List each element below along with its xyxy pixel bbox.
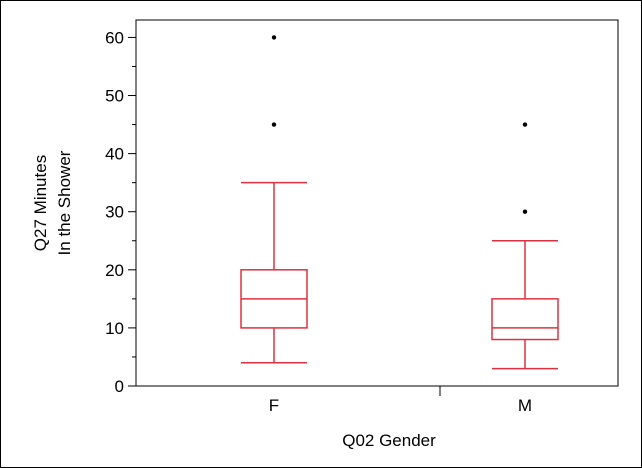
x-axis-title: Q02 Gender (342, 431, 436, 450)
y-axis-title-line-1: Q27 Minutes (31, 155, 50, 251)
box-F (240, 35, 308, 364)
plot-area (135, 19, 619, 387)
y-axis-title-line-2: In the Shower (55, 150, 74, 255)
outlier-point (522, 122, 528, 127)
y-tick-label-60: 60 (105, 28, 124, 47)
box-M (491, 122, 559, 370)
y-tick-label-50: 50 (105, 87, 124, 106)
x-tick-label-M: M (518, 396, 532, 415)
iqr-box (491, 298, 559, 341)
plot-border (135, 19, 619, 387)
x-tick-label-F: F (269, 396, 279, 415)
boxes (240, 35, 559, 370)
y-tick-label-30: 30 (105, 203, 124, 222)
y-axis-title: Q27 Minutes In the Shower (31, 150, 74, 255)
y-tick-label-20: 20 (105, 261, 124, 280)
y-tick-label-40: 40 (105, 145, 124, 164)
outlier-point (522, 209, 528, 214)
y-axis: 0 10 20 30 40 50 60 (105, 28, 136, 396)
y-tick-label-0: 0 (115, 377, 124, 396)
outlier-point (271, 35, 277, 40)
outlier-point (271, 122, 277, 127)
y-tick-label-10: 10 (105, 319, 124, 338)
